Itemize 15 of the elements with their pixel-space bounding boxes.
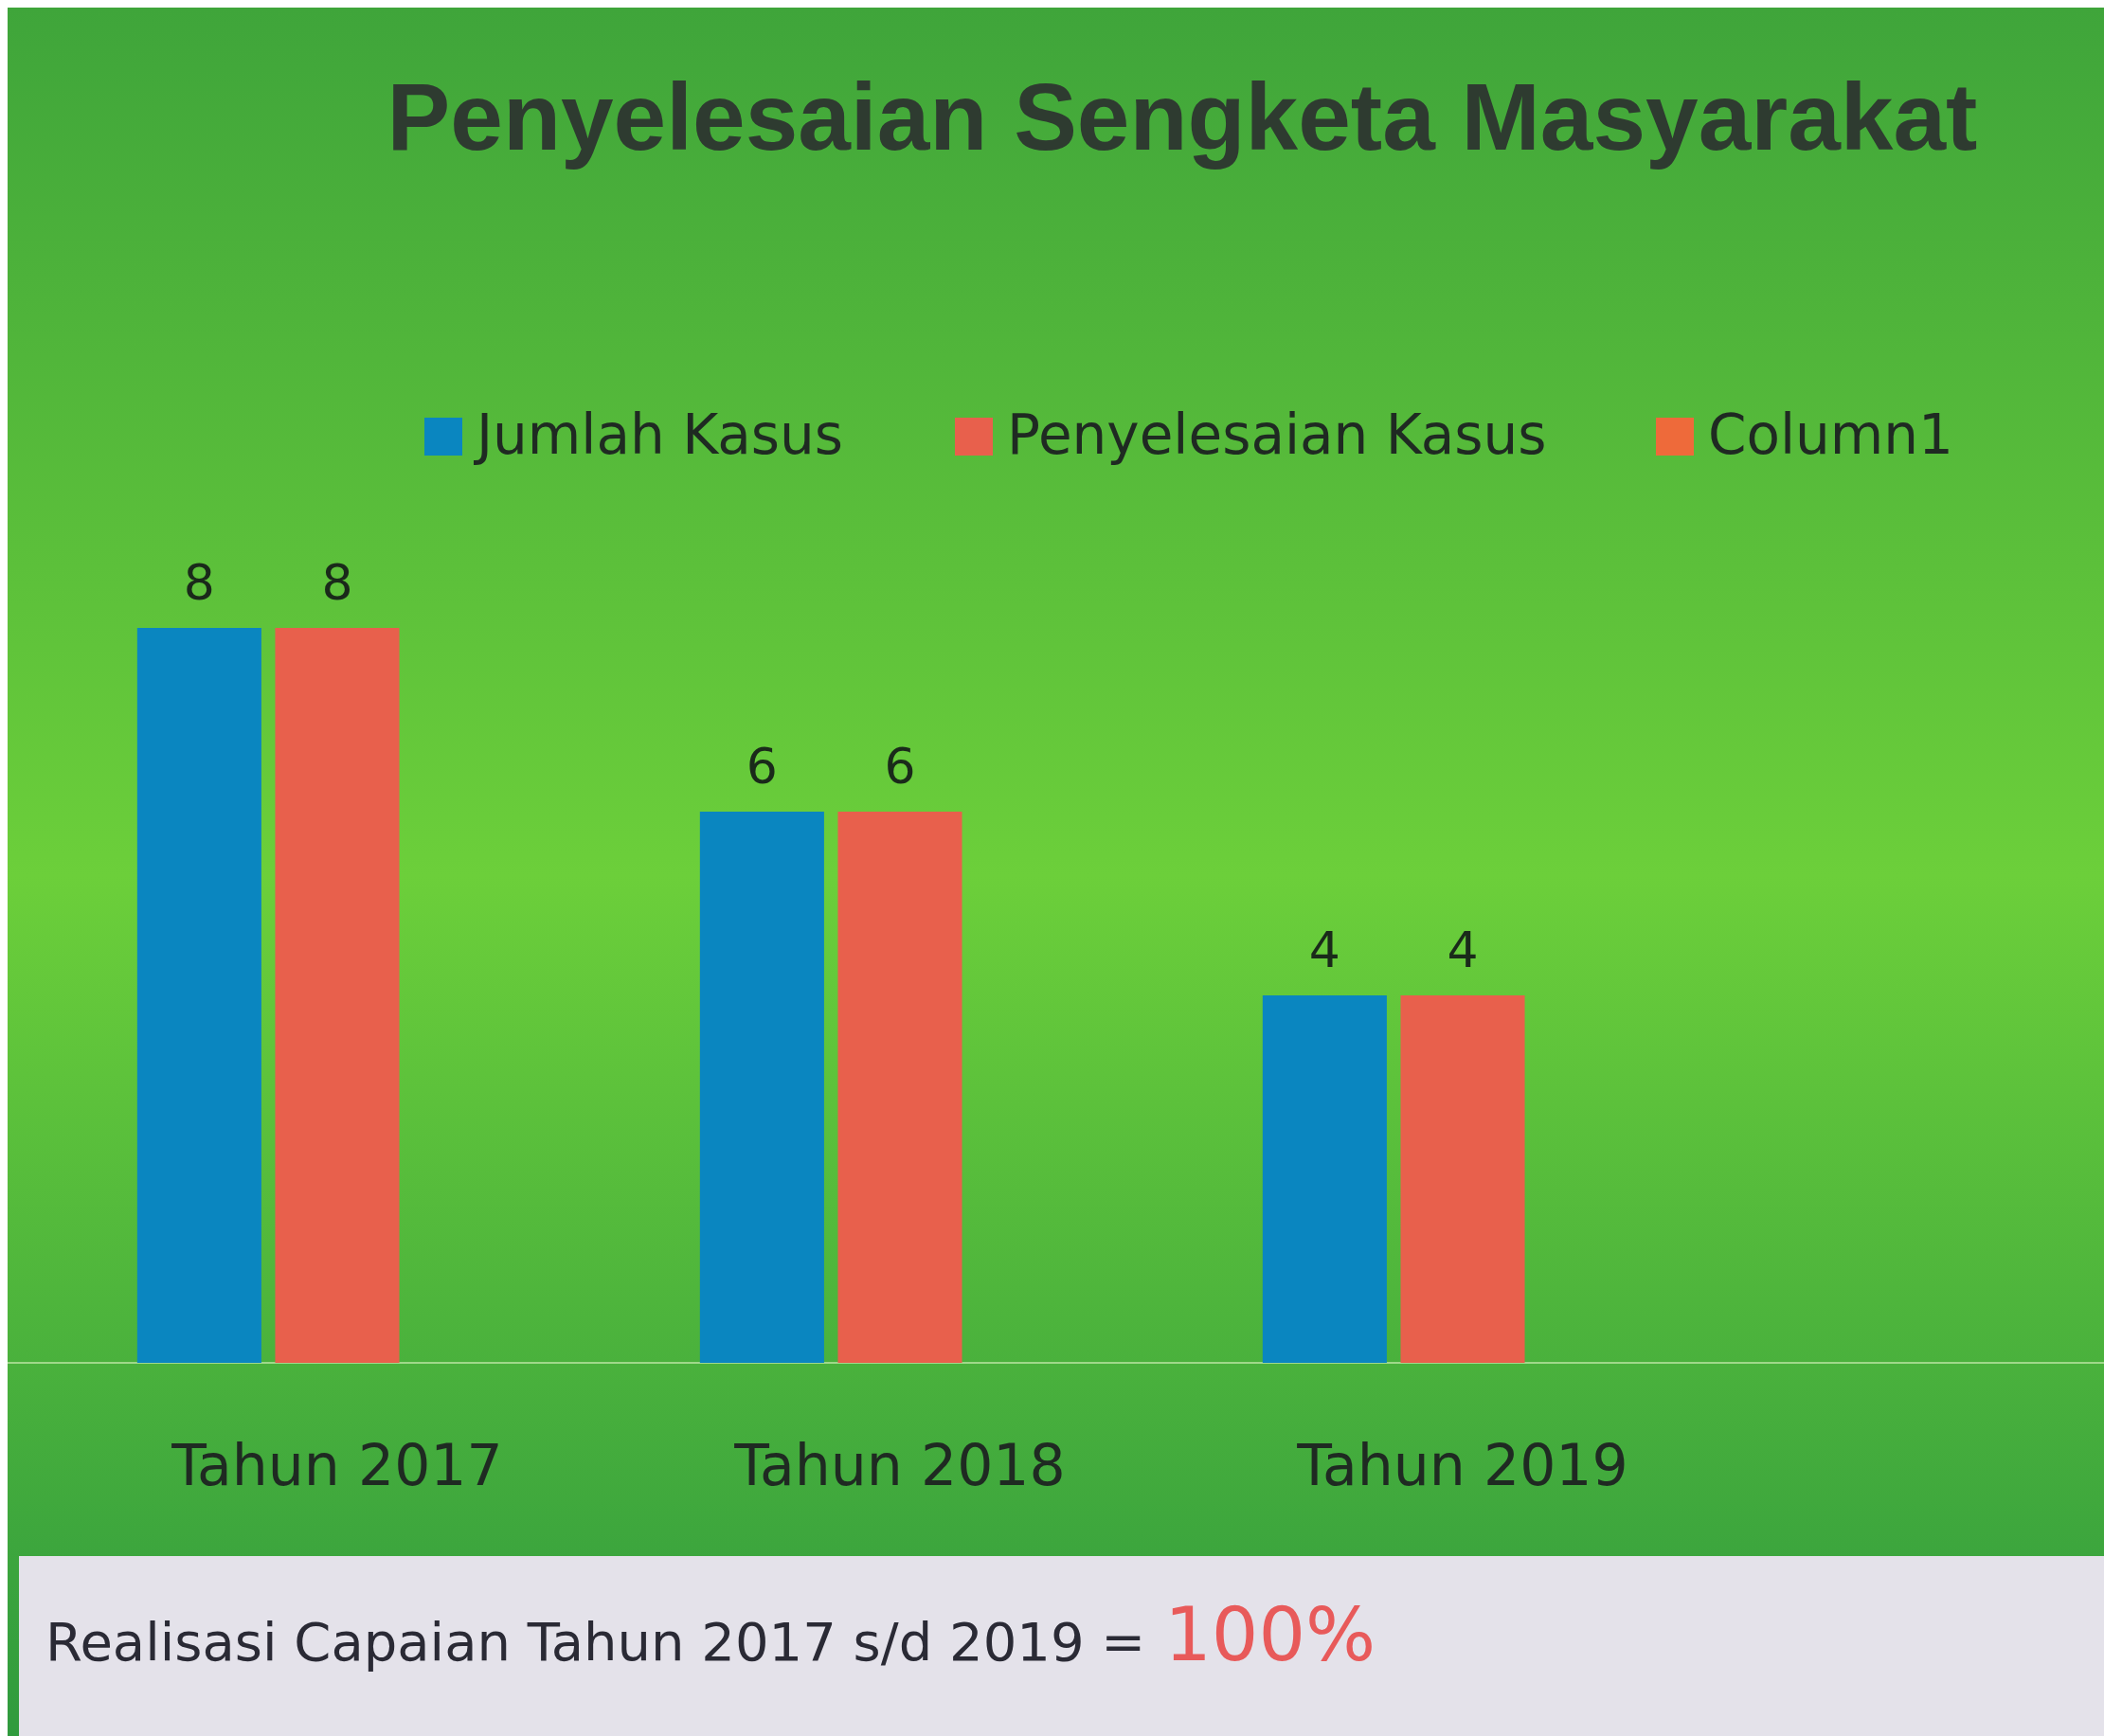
x-tick-label: Tahun 2017 [171, 1432, 503, 1498]
text: Realisasi Capaian Tahun 2017 s/d 2019 = [45, 1611, 1146, 1673]
x-tick-label: Tahun 2019 [1296, 1432, 1628, 1498]
legend-label: Jumlah Kasus [474, 403, 843, 467]
legend-label: Penyelesaian Kasus [1007, 403, 1547, 467]
x-tick-label: Tahun 2018 [733, 1432, 1066, 1498]
data-label: 4 [1308, 922, 1340, 978]
data-label: 8 [183, 554, 215, 611]
data-label: 6 [884, 738, 916, 795]
text: 100% [1164, 1592, 1376, 1677]
chart-title: Penyelesaian Sengketa Masyarakat [387, 63, 1978, 170]
legend-label: Column1 [1708, 403, 1954, 467]
data-label: 6 [746, 738, 778, 795]
data-label: 4 [1447, 922, 1479, 978]
data-label: 8 [321, 554, 353, 611]
